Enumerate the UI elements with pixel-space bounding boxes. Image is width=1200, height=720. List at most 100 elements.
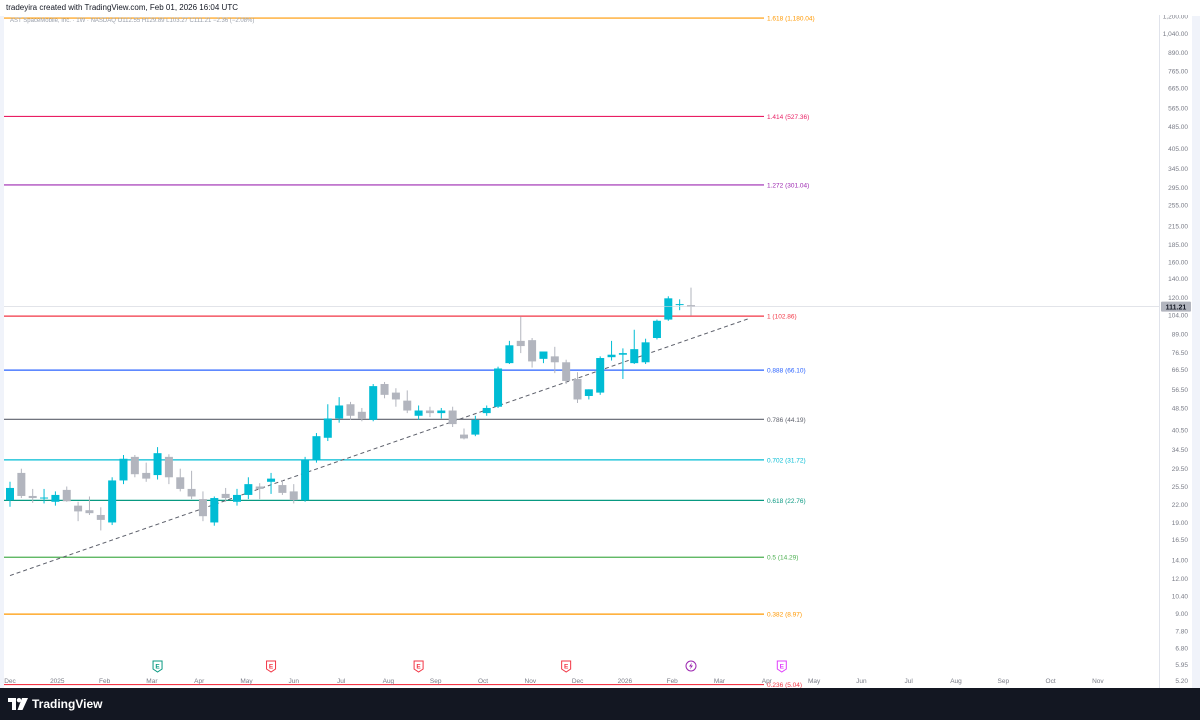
- lightning-icon: [689, 662, 693, 670]
- price-tick-label: 215.00: [1168, 224, 1188, 231]
- candle-body: [335, 405, 344, 419]
- fib-level-label: 0.5 (14.29): [767, 555, 798, 562]
- price-tick-label: 14.00: [1172, 557, 1189, 564]
- price-tick-label: 6.80: [1175, 645, 1188, 652]
- time-tick-label: Feb: [99, 678, 111, 685]
- earnings-marker-letter: E: [564, 664, 569, 671]
- last-price-badge: [1161, 301, 1191, 312]
- candle-body: [346, 404, 355, 416]
- candle-body: [96, 514, 105, 520]
- price-tick-label: 104.00: [1168, 312, 1188, 319]
- candle-body: [40, 497, 49, 499]
- candle-body: [448, 410, 457, 425]
- time-tick-label: May: [240, 678, 253, 685]
- time-tick-label: Jul: [905, 678, 914, 685]
- earnings-marker-icon: [152, 660, 163, 673]
- time-tick-label: 2025: [50, 678, 65, 685]
- fib-level-label: 1 (102.86): [767, 314, 797, 321]
- candle-body: [482, 407, 491, 414]
- fib-level-label: 1.618 (1,180.04): [767, 16, 815, 23]
- candle-body: [28, 495, 37, 499]
- candle-body: [641, 342, 650, 363]
- candle-body: [233, 494, 241, 502]
- fib-level-label: 0.236 (5.04): [767, 682, 802, 688]
- price-tick-label: 1,200.00: [1163, 15, 1189, 21]
- candle-body: [550, 356, 559, 363]
- candle-body: [437, 410, 446, 414]
- candle-body: [142, 472, 151, 479]
- price-tick-label: 565.00: [1168, 106, 1188, 113]
- time-tick-label: Apr: [762, 678, 773, 685]
- fib-level-label: 0.888 (66.10): [767, 368, 806, 375]
- candle-body: [323, 418, 332, 438]
- candle-body: [119, 458, 128, 481]
- price-tick-label: 25.50: [1172, 484, 1189, 491]
- candle-body: [618, 353, 627, 355]
- price-tick-label: 16.50: [1172, 537, 1189, 544]
- candle-body: [652, 320, 661, 338]
- candle-body: [357, 411, 366, 419]
- earnings-marker-letter: E: [416, 664, 421, 671]
- candle-body: [74, 505, 83, 512]
- time-axis: Dec 2025 Feb Mar Apr May Jun Jul Aug Sep Oct Nov Dec…: [4, 678, 1104, 685]
- earnings-marker-icon: [413, 660, 424, 673]
- candle-body: [403, 400, 412, 411]
- brand-name: TradingView: [32, 697, 103, 711]
- fib-levels: 1.618 (1,180.04) 1.414 (527.36) 1.272 (301…: [4, 16, 815, 688]
- chart-credit: tradeyira created with TradingView.com, …: [6, 3, 238, 12]
- candle-body: [221, 493, 230, 499]
- price-tick-label: 76.50: [1172, 350, 1189, 357]
- time-tick-label: Dec: [572, 678, 584, 685]
- price-tick-label: 255.00: [1168, 203, 1188, 210]
- time-tick-label: Apr: [194, 678, 205, 685]
- fib-level-label: 1.414 (527.36): [767, 114, 809, 121]
- candle-body: [210, 498, 219, 523]
- brand[interactable]: TradingView: [8, 697, 102, 711]
- price-tick-label: 34.50: [1172, 447, 1189, 454]
- earnings-marker-icon: [266, 660, 277, 673]
- price-tick-label: 140.00: [1168, 276, 1188, 283]
- price-tick-label: 10.40: [1172, 594, 1189, 601]
- price-tick-label: 12.00: [1172, 576, 1189, 583]
- price-tick-label: 345.00: [1168, 166, 1188, 173]
- time-tick-label: Nov: [1092, 678, 1104, 685]
- candle-body: [198, 499, 207, 517]
- chart-frame[interactable]: 1.618 (1,180.04) 1.414 (527.36) 1.272 (301…: [4, 15, 1192, 688]
- candle-body: [414, 410, 423, 416]
- time-tick-label: Aug: [950, 678, 962, 685]
- price-tick-label: 40.50: [1172, 427, 1189, 434]
- price-tick-label: 22.00: [1172, 502, 1189, 509]
- price-tick-label: 5.20: [1175, 678, 1188, 685]
- candle-body: [17, 472, 26, 496]
- candle-body: [244, 484, 253, 495]
- footer-bar: TradingView: [0, 688, 1200, 720]
- fib-level-label: 0.702 (31.72): [767, 457, 806, 464]
- price-chart[interactable]: 1.618 (1,180.04) 1.414 (527.36) 1.272 (301…: [4, 15, 1192, 688]
- candle-body: [584, 389, 593, 396]
- price-tick-label: 485.00: [1168, 124, 1188, 131]
- time-tick-label: Feb: [667, 678, 679, 685]
- last-price-label: 111.21: [1166, 305, 1187, 312]
- candle-body: [369, 386, 378, 420]
- fib-level-label: 0.786 (44.19): [767, 417, 806, 424]
- candle-body: [425, 410, 434, 414]
- time-tick-label: 2026: [618, 678, 633, 685]
- candle-body: [85, 510, 94, 514]
- price-tick-label: 7.80: [1175, 629, 1188, 636]
- fib-level-label: 0.382 (8.97): [767, 612, 802, 619]
- price-tick-label: 295.00: [1168, 185, 1188, 192]
- time-tick-label: Sep: [430, 678, 442, 685]
- symbol-legend: AST SpaceMobile, Inc. · 1W · NASDAQ O112…: [10, 18, 255, 24]
- price-tick-label: 185.00: [1168, 242, 1188, 249]
- price-tick-label: 19.00: [1172, 520, 1189, 527]
- earnings-marker-letter: E: [780, 664, 785, 671]
- earnings-marker-icon: [776, 660, 787, 673]
- candle-body: [562, 362, 571, 381]
- candle-body: [596, 358, 605, 393]
- candle-body: [630, 349, 639, 364]
- time-tick-label: Mar: [714, 678, 726, 685]
- price-tick-label: 405.00: [1168, 146, 1188, 153]
- time-tick-label: Jun: [856, 678, 867, 685]
- price-tick-label: 48.50: [1172, 405, 1189, 412]
- candle-body: [573, 378, 582, 400]
